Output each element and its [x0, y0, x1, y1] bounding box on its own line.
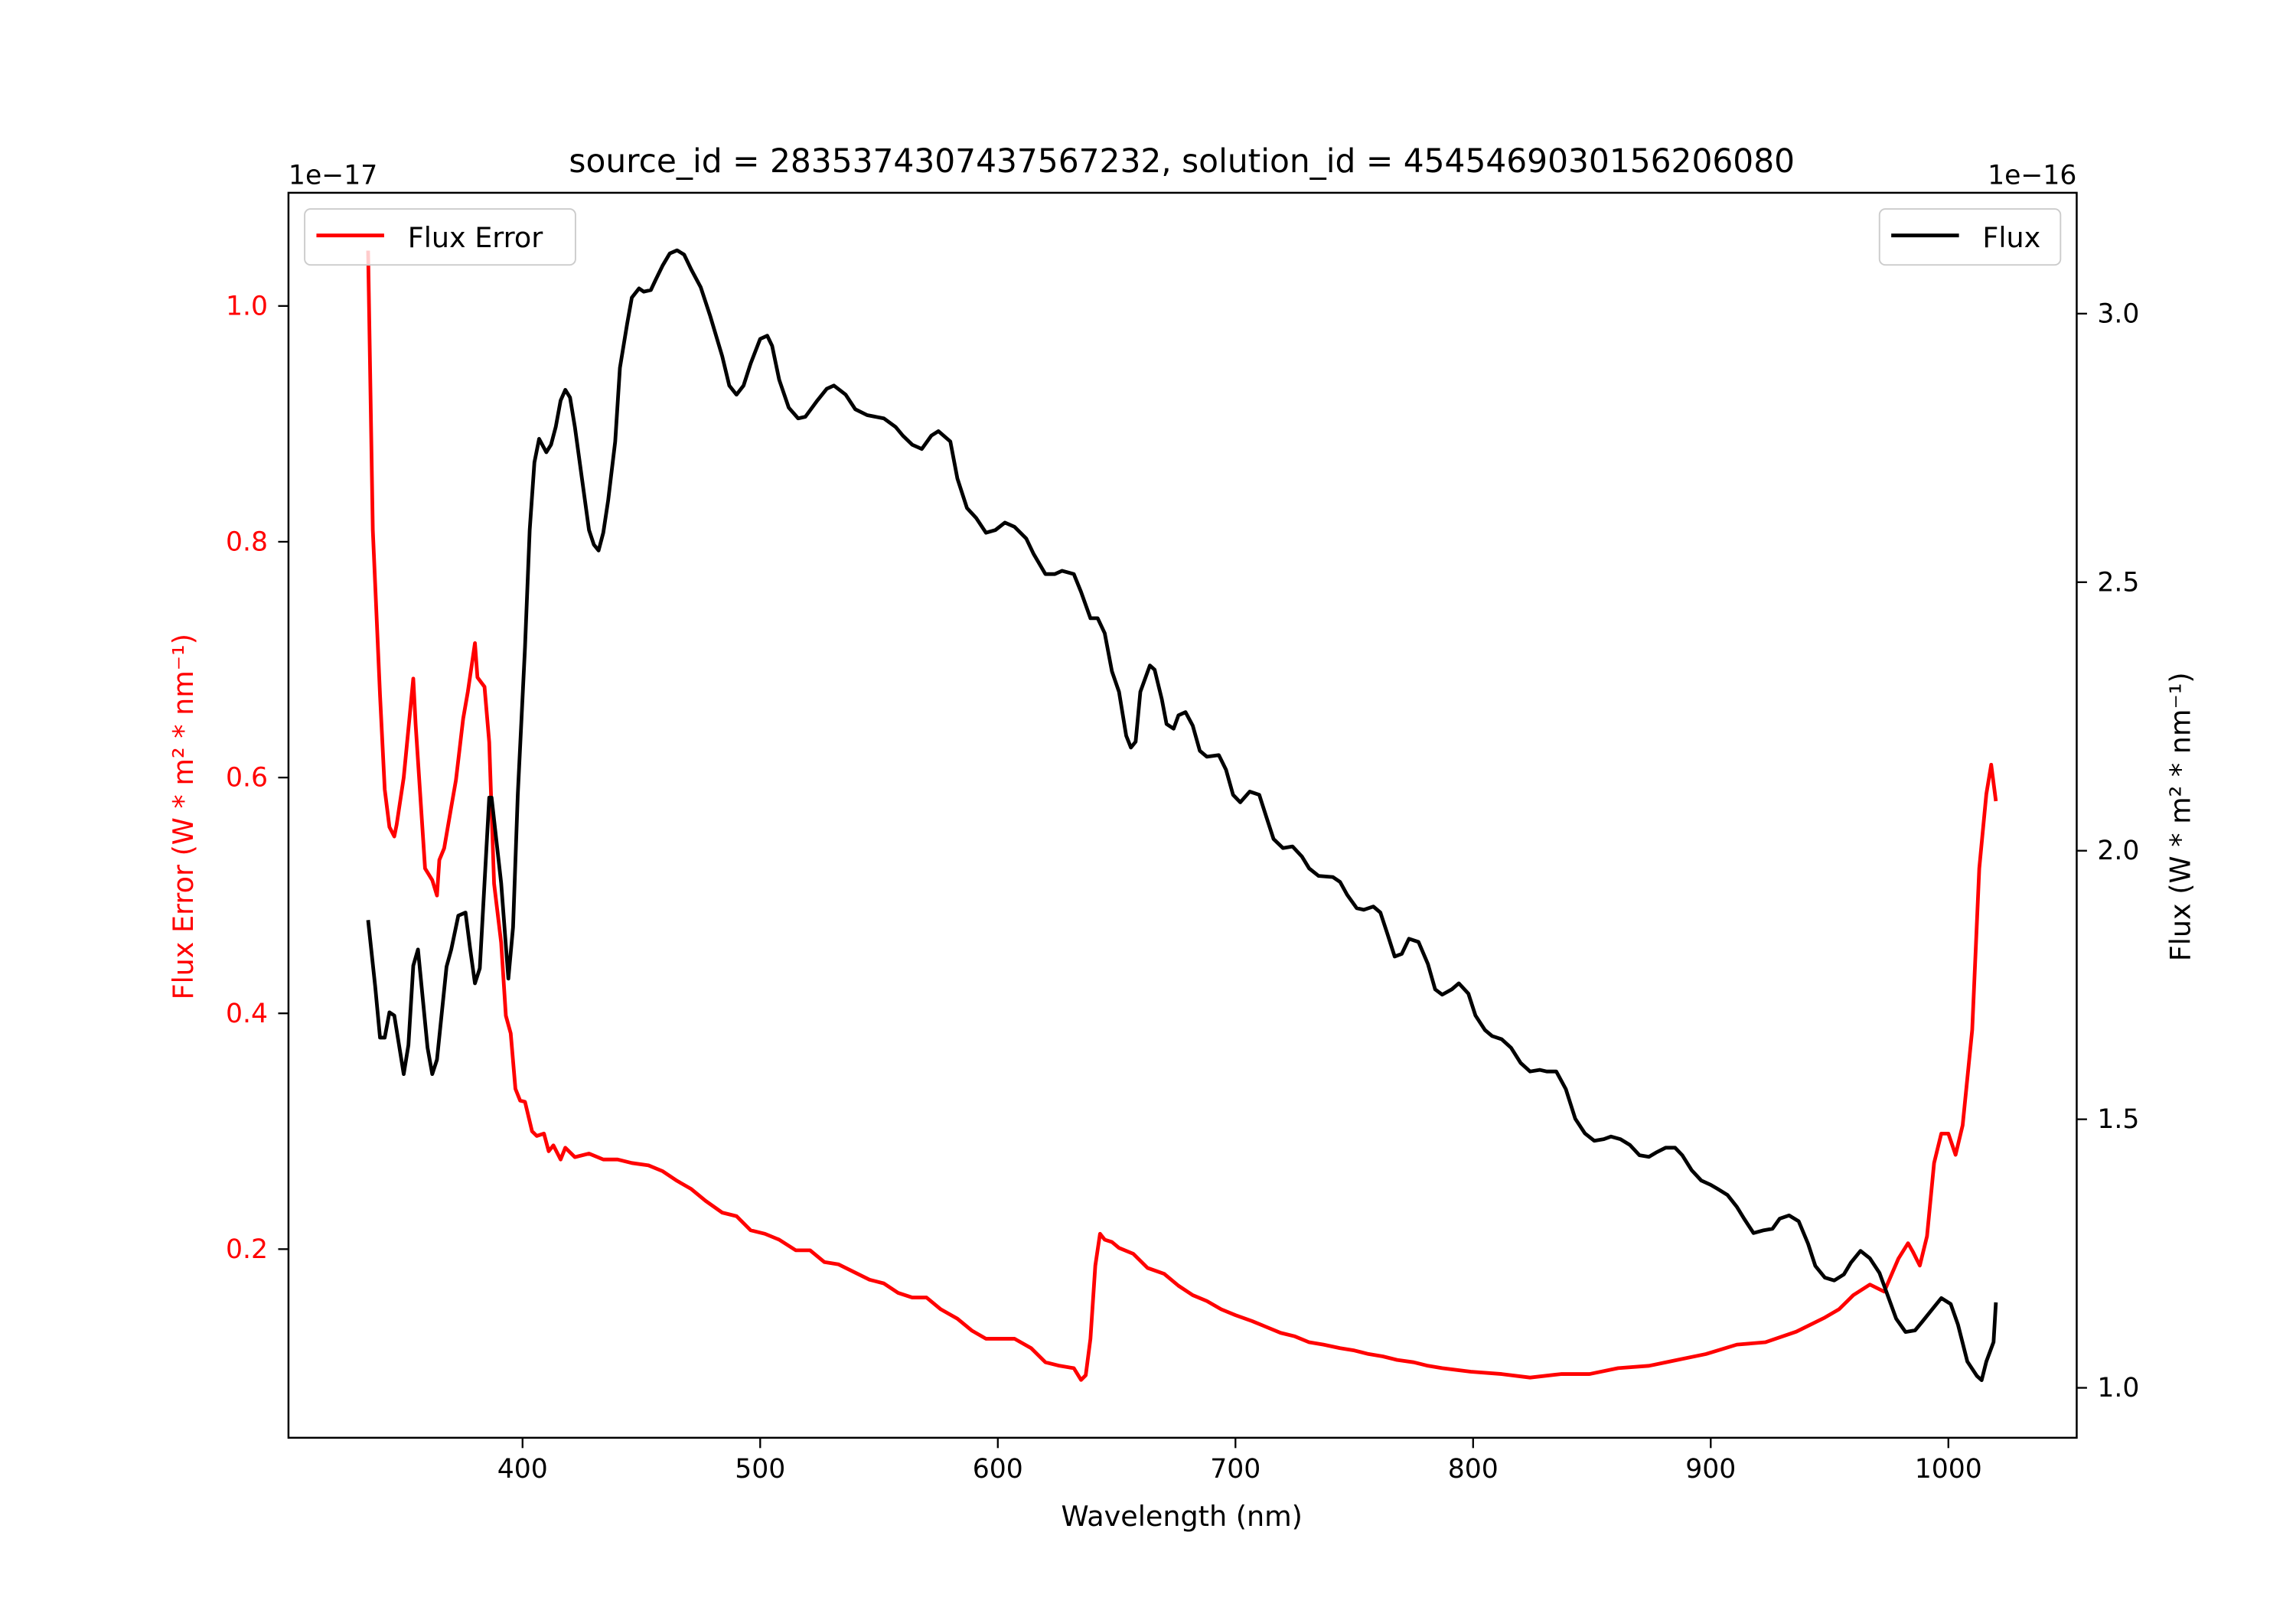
left-y-tick-label: 1.0	[226, 291, 268, 321]
legend-label: Flux	[1982, 221, 2040, 254]
right-y-tick-label: 2.5	[2097, 567, 2139, 598]
axis-ticks: 400 500 600 700 800 900 1000 0.2 0.4 0.6 0.8 1.0 1.0…	[226, 291, 2139, 1484]
chart-title: source_id = 2835374307437567232, solutio…	[569, 142, 1795, 180]
series-lines	[366, 248, 1998, 1383]
left-offset-label: 1e−17	[289, 160, 377, 191]
left-y-tick-label: 0.4	[226, 999, 268, 1029]
x-tick-label: 1000	[1915, 1454, 1982, 1485]
legend-box	[1878, 208, 2062, 266]
axes-frame	[287, 191, 2078, 1439]
right-y-axis-label: Flux (W * m² * nm⁻¹)	[2164, 672, 2197, 961]
legend-box	[304, 208, 576, 266]
x-tick-label: 500	[735, 1454, 785, 1485]
left-y-tick-label: 0.8	[226, 526, 268, 557]
legend-flux-error: Flux Error	[304, 208, 576, 266]
series-line-flux-error	[366, 250, 1998, 1382]
left-y-tick-label: 0.6	[226, 763, 268, 794]
right-y-tick-label: 1.0	[2097, 1373, 2139, 1403]
legend-label: Flux Error	[408, 221, 544, 254]
right-y-tick-label: 1.5	[2097, 1104, 2139, 1135]
x-tick-label: 600	[973, 1454, 1023, 1485]
x-tick-label: 400	[497, 1454, 548, 1485]
right-y-tick-label: 3.0	[2097, 298, 2139, 329]
right-y-tick-label: 2.0	[2097, 836, 2139, 866]
left-y-axis-label: Flux Error (W * m² * nm⁻¹)	[167, 634, 200, 1000]
right-offset-label: 1e−16	[1988, 160, 2076, 191]
x-tick-label: 800	[1448, 1454, 1499, 1485]
x-tick-label: 900	[1685, 1454, 1736, 1485]
left-y-tick-label: 0.2	[226, 1234, 268, 1265]
series-line-flux	[366, 248, 1998, 1383]
x-tick-label: 700	[1210, 1454, 1261, 1485]
legend-flux: Flux	[1878, 208, 2062, 266]
x-axis-label: Wavelength (nm)	[1062, 1500, 1303, 1533]
